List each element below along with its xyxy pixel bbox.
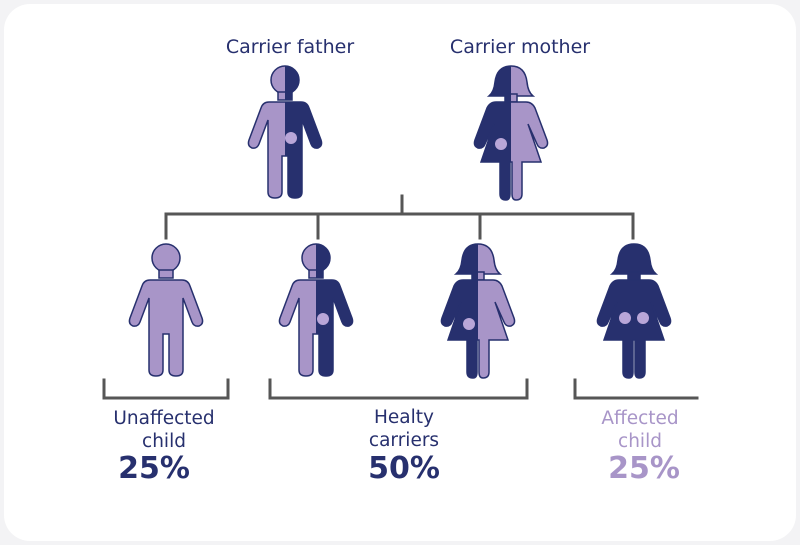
unaffected-label-line1: Unaffected <box>113 408 215 429</box>
bracket-carriers <box>268 378 529 400</box>
carrier-mother-figure <box>473 65 549 201</box>
carriers-percent: 50% <box>368 451 440 486</box>
unaffected-label-line2: child <box>142 431 186 452</box>
gene-dot <box>463 318 475 330</box>
inheritance-diagram <box>102 65 699 400</box>
gene-dot <box>285 132 297 144</box>
carrier-father-figure <box>247 65 323 199</box>
affected-label-line1: Affected <box>601 408 679 429</box>
carrier-father-label: Carrier father <box>225 36 355 58</box>
carriers-label-line1: Healty <box>374 407 434 428</box>
diagram-card: Carrier father Carrier mother Unaffected… <box>4 4 796 541</box>
carrier-mother-label: Carrier mother <box>449 36 591 58</box>
tree-lines <box>102 194 699 400</box>
gene-dot <box>619 312 631 324</box>
unaffected-child-figure <box>128 243 204 377</box>
gene-dot <box>317 313 329 325</box>
affected-percent: 25% <box>608 451 680 486</box>
bracket-affected <box>573 378 699 400</box>
carrier-son-figure <box>278 243 354 377</box>
carrier-daughter-figure <box>440 243 516 379</box>
gene-dot <box>495 138 507 150</box>
affected-label-line2: child <box>618 431 662 452</box>
gene-dot <box>637 312 649 324</box>
unaffected-percent: 25% <box>118 451 190 486</box>
carriers-label-line2: carriers <box>368 430 440 451</box>
bracket-unaffected <box>102 378 230 400</box>
affected-child-figure <box>596 243 672 379</box>
